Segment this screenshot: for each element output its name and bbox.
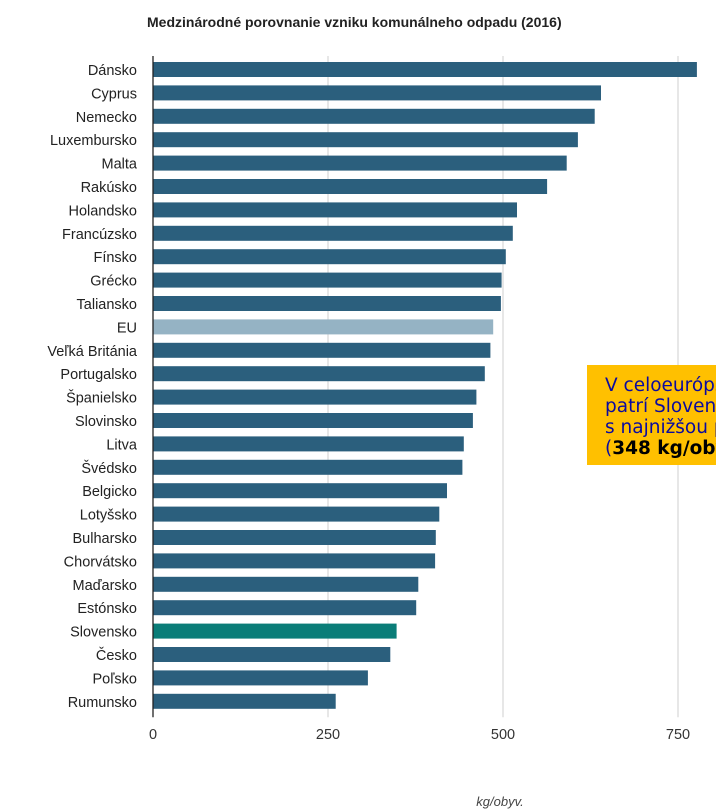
category-label: Česko	[96, 647, 137, 664]
bar-bulharsko	[153, 530, 436, 545]
callout-line-3: s najnižšou produkciou odpadu	[605, 417, 716, 438]
bar-švédsko	[153, 459, 463, 475]
category-label: Portugalsko	[60, 367, 137, 383]
category-label: Slovensko	[70, 625, 137, 641]
category-label: Taliansko	[77, 297, 137, 313]
category-label: Poľsko	[92, 671, 137, 687]
bar-litva	[153, 436, 464, 452]
category-label: Luxembursko	[50, 133, 137, 149]
x-axis-label: kg/obyv.	[476, 794, 523, 809]
category-label: Lotyšsko	[80, 508, 137, 524]
bar-holandsko	[153, 202, 517, 218]
bar-taliansko	[153, 296, 501, 311]
x-tick-label: 250	[316, 727, 340, 743]
category-label: Slovinsko	[75, 414, 137, 430]
category-label: Dánsko	[88, 63, 137, 79]
bar-rakúsko	[153, 179, 548, 194]
bar-slovinsko	[153, 413, 473, 428]
category-label: Maďarsko	[72, 578, 137, 594]
category-label: Chorvátsko	[64, 554, 137, 570]
bar-belgicko	[153, 483, 447, 499]
bar-slovensko	[153, 623, 397, 639]
bar-grécko	[153, 272, 502, 288]
bars-group	[153, 62, 697, 709]
x-axis-ticks: 0 250 500 750	[149, 727, 690, 743]
category-label: Veľká Británia	[47, 344, 138, 360]
category-label: Rumunsko	[68, 695, 137, 711]
callout-box: V celoeurópskom porovnaní patrí Slovensk…	[587, 365, 716, 465]
bar-poľsko	[153, 670, 368, 686]
category-label: Malta	[102, 157, 138, 173]
category-label: Grécko	[90, 274, 137, 290]
bar-veľká británia	[153, 342, 491, 358]
bar-eu	[153, 319, 494, 335]
category-label: Cyprus	[91, 86, 137, 102]
bar-cyprus	[153, 85, 601, 101]
bar-fínsko	[153, 249, 506, 265]
bar-lotyšsko	[153, 506, 440, 522]
category-label: Belgicko	[82, 484, 137, 500]
category-label: Rakúsko	[81, 180, 137, 196]
bar-malta	[153, 155, 567, 171]
x-tick-label: 750	[666, 727, 690, 743]
callout-line-1: V celoeurópskom porovnaní	[605, 375, 716, 396]
x-tick-label: 500	[491, 727, 515, 743]
bar-maďarsko	[153, 576, 419, 592]
category-label: Holandsko	[68, 203, 137, 219]
callout-highlight-value: 348 kg/obyv.	[612, 438, 716, 459]
bar-luxembursko	[153, 132, 578, 148]
bar-dánsko	[153, 62, 697, 77]
bar-chorvátsko	[153, 553, 436, 569]
bar-estónsko	[153, 600, 417, 616]
category-labels: Dánsko Cyprus Nemecko Luxembursko Malta Rakús…	[47, 63, 138, 711]
category-label: EU	[117, 320, 137, 336]
category-label: Nemecko	[76, 110, 137, 126]
callout-line-2: patrí Slovensko ku krajinám	[605, 396, 716, 417]
bar-nemecko	[153, 108, 595, 124]
category-label: Francúzsko	[62, 227, 137, 243]
chart-title: Medzinárodné porovnanie vzniku komunálne…	[147, 14, 562, 30]
category-label: Španielsko	[66, 390, 137, 407]
x-tick-label: 0	[149, 727, 157, 743]
bar-rumunsko	[153, 693, 336, 709]
category-label: Bulharsko	[73, 531, 137, 547]
bar-španielsko	[153, 389, 477, 405]
bar-portugalsko	[153, 366, 485, 382]
category-label: Litva	[106, 437, 138, 453]
category-label: Švédsko	[81, 460, 137, 477]
bar-francúzsko	[153, 225, 513, 241]
callout-line-4: (348 kg/obyv.)	[605, 438, 716, 459]
category-label: Fínsko	[93, 250, 137, 266]
category-label: Estónsko	[77, 601, 137, 617]
bar-česko	[153, 647, 391, 662]
